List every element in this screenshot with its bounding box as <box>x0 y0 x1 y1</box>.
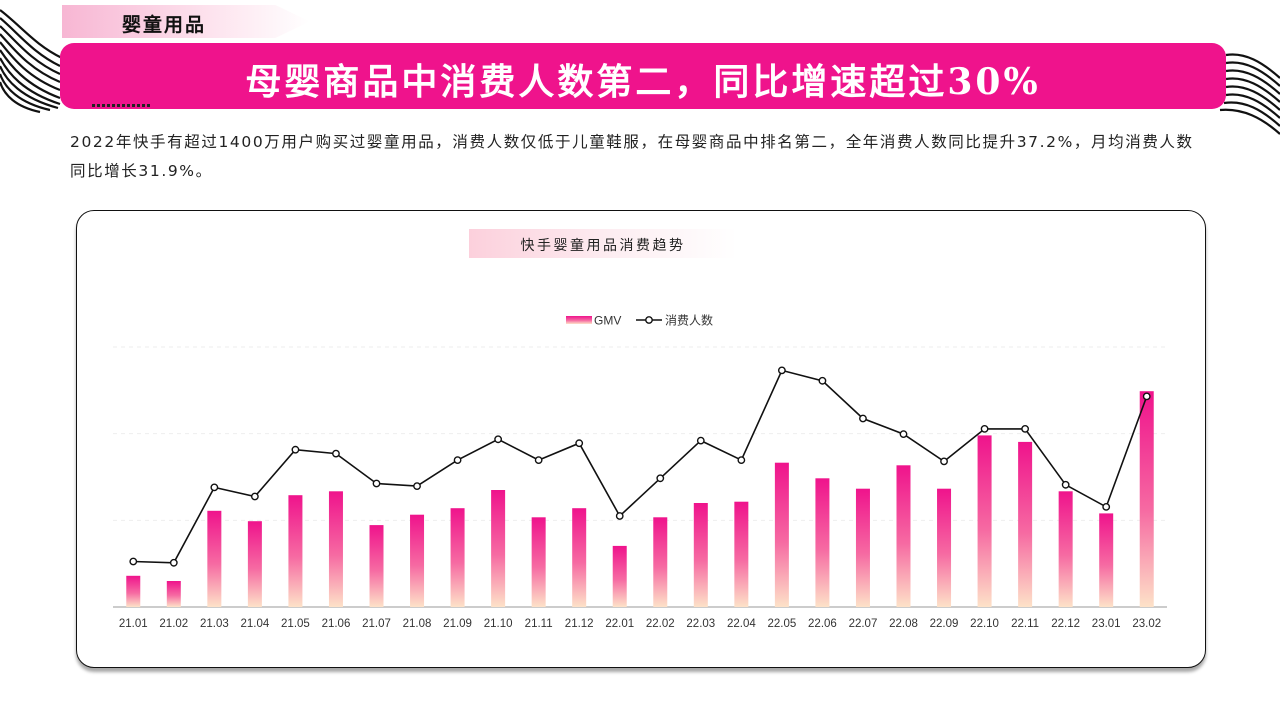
x-tick-label: 21.01 <box>119 618 148 630</box>
gmv-bar-21.03 <box>207 510 222 607</box>
consumers-line <box>133 369 1148 564</box>
gmv-bar-22.11 <box>1018 441 1033 607</box>
consumers-point-21.06 <box>332 449 340 458</box>
legend-consumers-marker <box>645 316 653 324</box>
gmv-bar-21.05 <box>288 495 303 607</box>
consumers-point-23.01 <box>1102 502 1111 511</box>
x-tick-label: 21.08 <box>403 618 432 630</box>
page-title: 母婴商品中消费人数第二，同比增速超过30% <box>245 61 1041 103</box>
consumers-point-21.01 <box>129 557 138 566</box>
consumers-point-22.12 <box>1061 480 1070 489</box>
chart-title-box: 快手婴童用品消费趋势 <box>469 229 737 258</box>
gmv-bar-22.04 <box>734 501 749 607</box>
legend-consumers-label: 消费人数 <box>665 313 713 328</box>
x-tick-label: 22.01 <box>605 618 634 630</box>
x-tick-label: 22.03 <box>686 618 715 630</box>
gmv-bar-21.04 <box>247 521 262 607</box>
section-label: 婴童用品 <box>122 14 207 36</box>
consumers-point-22.08 <box>899 430 908 438</box>
consumers-point-21.02 <box>169 558 178 567</box>
gmv-bar-21.09 <box>450 508 465 607</box>
gmv-bar-22.06 <box>815 478 830 607</box>
consumers-point-21.05 <box>291 445 300 454</box>
consumers-point-22.11 <box>1021 424 1030 433</box>
gmv-bar-21.11 <box>531 517 546 607</box>
consumers-point-22.03 <box>696 436 705 445</box>
x-tick-label: 21.03 <box>200 618 229 630</box>
dotted-divider <box>92 104 150 107</box>
consumers-point-21.12 <box>575 439 584 448</box>
consumers-point-22.05 <box>777 366 786 375</box>
gmv-bar-21.01 <box>126 575 141 607</box>
consumers-point-21.10 <box>494 435 503 444</box>
x-tick-label: 22.08 <box>889 618 918 630</box>
gmv-bar-21.08 <box>410 514 425 607</box>
x-tick-label: 21.11 <box>525 618 553 630</box>
gmv-bar-22.03 <box>693 503 708 607</box>
gmv-bar-21.10 <box>491 490 506 607</box>
legend-gmv-label: GMV <box>594 314 621 328</box>
x-tick-label: 21.09 <box>443 618 472 630</box>
gmv-bar-22.05 <box>774 462 789 607</box>
x-tick-label: 21.05 <box>281 618 310 630</box>
x-tick-label: 22.10 <box>970 618 999 630</box>
gmv-bar-22.07 <box>855 488 870 607</box>
gmv-bar-22.12 <box>1058 491 1073 607</box>
gmv-bar-23.02 <box>1139 391 1154 607</box>
x-tick-label: 22.12 <box>1051 618 1080 630</box>
chart-title: 快手婴童用品消费趋势 <box>520 238 686 254</box>
x-tick-label: 22.09 <box>930 618 959 630</box>
x-tick-label: 23.01 <box>1092 618 1121 630</box>
consumers-point-21.09 <box>453 456 462 464</box>
description-text: 2022年快手有超过1400万用户购买过婴童用品，消费人数仅低于儿童鞋服，在母婴… <box>70 133 1194 180</box>
chart-card <box>76 210 1206 668</box>
consumers-point-22.09 <box>940 457 948 466</box>
x-tick-label: 22.06 <box>808 618 837 630</box>
x-tick-label: 21.02 <box>159 618 188 630</box>
consumers-point-22.10 <box>980 424 989 433</box>
gmv-bar-22.09 <box>937 488 952 607</box>
gmv-bar-21.02 <box>166 581 181 607</box>
consumers-point-21.03 <box>210 483 219 492</box>
x-tick-label: 22.07 <box>849 618 878 630</box>
x-tick-label: 21.06 <box>322 618 351 630</box>
consumers-point-22.06 <box>818 376 827 385</box>
x-tick-label: 21.10 <box>484 618 513 630</box>
x-tick-label: 21.07 <box>362 618 391 630</box>
gmv-bar-22.10 <box>977 435 992 607</box>
consumers-point-21.07 <box>372 479 381 488</box>
consumers-point-21.11 <box>534 456 543 464</box>
title-banner: 母婴商品中消费人数第二，同比增速超过30% <box>60 43 1226 109</box>
x-tick-label: 23.02 <box>1132 618 1161 630</box>
legend-gmv-swatch <box>566 316 592 324</box>
consumers-point-22.01 <box>615 512 624 520</box>
gmv-bar-23.01 <box>1099 513 1114 607</box>
consumers-point-22.02 <box>656 474 665 483</box>
x-tick-label: 22.02 <box>646 618 675 630</box>
x-tick-label: 21.12 <box>565 618 594 630</box>
gmv-bar-22.02 <box>653 517 668 607</box>
x-tick-label: 22.05 <box>767 618 796 630</box>
x-tick-label: 21.04 <box>240 618 269 630</box>
x-tick-label: 22.11 <box>1011 618 1039 630</box>
consumers-point-22.04 <box>737 456 746 464</box>
consumers-point-22.07 <box>859 414 867 423</box>
consumers-point-23.02 <box>1142 392 1151 401</box>
gmv-bar-21.07 <box>369 525 384 607</box>
x-tick-label: 22.04 <box>727 618 756 630</box>
section-tag: 婴童用品 <box>62 5 310 38</box>
consumers-point-21.08 <box>413 482 421 490</box>
consumers-point-21.04 <box>250 492 259 501</box>
gmv-bar-21.12 <box>572 508 587 607</box>
gmv-bar-21.06 <box>328 491 343 607</box>
gmv-bar-22.08 <box>896 465 911 607</box>
gmv-bar-22.01 <box>612 545 627 607</box>
